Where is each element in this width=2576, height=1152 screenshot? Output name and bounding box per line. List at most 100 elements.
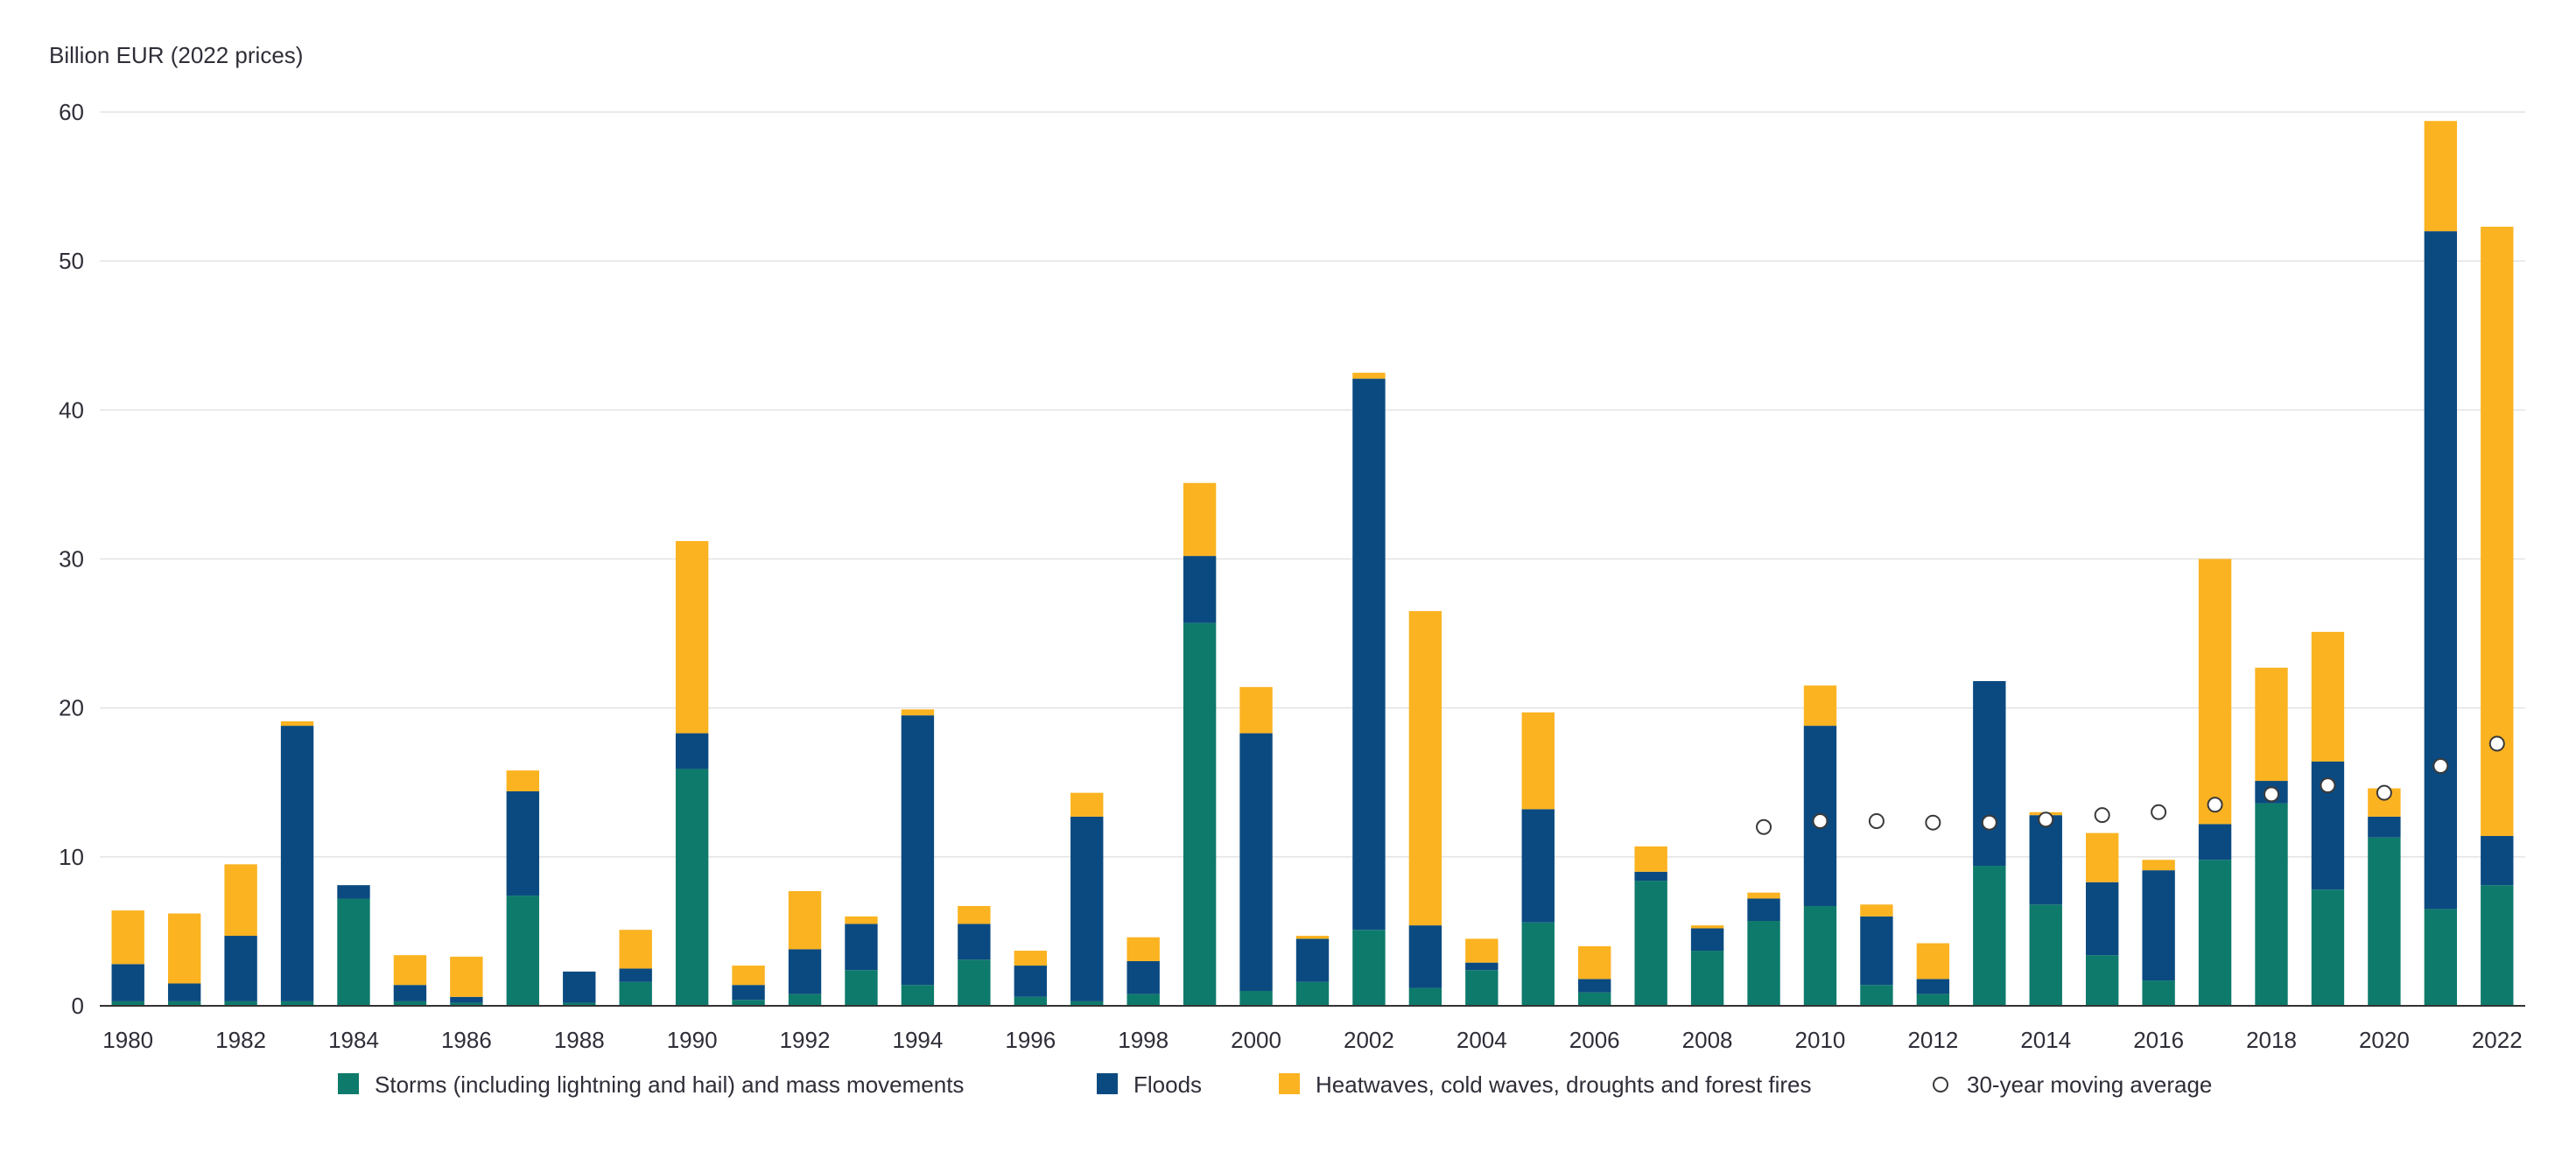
bar-segment: [1239, 733, 1273, 991]
bar-segment: [845, 970, 878, 1006]
bar-segment: [845, 916, 878, 924]
bar-segment: [1803, 905, 1837, 1006]
moving-average-point: [2432, 758, 2449, 775]
bar-segment: [280, 726, 314, 1001]
bar-segment: [2481, 885, 2514, 1006]
moving-average-point: [1756, 818, 1772, 835]
bar-segment: [224, 1001, 257, 1006]
bar-segment: [619, 968, 652, 982]
bar-segment: [280, 1001, 314, 1006]
y-tick-label: 60: [59, 99, 84, 125]
x-axis-ticks: 1980 1982 1984 1986 1988 1990 1992 1994 1996 1998…: [102, 1027, 2522, 1053]
x-tick-label: 2022: [2472, 1027, 2523, 1053]
y-tick-label: 40: [59, 397, 84, 423]
bar-segment: [337, 885, 370, 899]
moving-average-point: [2151, 804, 2167, 820]
bar-segment: [2311, 631, 2345, 762]
bar-segment: [1747, 892, 1780, 899]
x-tick-label: 2020: [2359, 1027, 2410, 1053]
bar-segment: [1352, 372, 1386, 379]
x-tick-label: 1988: [554, 1027, 605, 1053]
bar-segment: [1634, 871, 1667, 882]
bar-segment: [450, 996, 483, 1003]
bar-segment: [167, 1001, 201, 1006]
bar-segment: [1014, 951, 1047, 966]
moving-average-points: [1756, 735, 2505, 835]
bar-segment: [1295, 936, 1330, 939]
bar-segment: [2198, 558, 2232, 825]
bar-segment: [788, 994, 822, 1006]
bar-segment: [1295, 981, 1330, 1006]
bar-segment: [1578, 979, 1611, 993]
bar-segment: [732, 985, 765, 1001]
bar-segment: [2029, 815, 2062, 905]
bar-segment: [1183, 556, 1217, 623]
bar-segment: [1352, 930, 1386, 1006]
bar-segment: [1916, 994, 1950, 1006]
y-tick-label: 0: [72, 993, 84, 1019]
bar-segment: [1127, 960, 1160, 994]
bar-segment: [958, 959, 991, 1006]
bar-segment: [619, 930, 652, 969]
bar-segment: [1634, 881, 1667, 1006]
bar-segment: [1183, 622, 1217, 1006]
bar-segment: [2424, 121, 2458, 232]
bar-segment: [675, 769, 709, 1006]
bar-segment: [1521, 922, 1555, 1006]
bar-segment: [1408, 611, 1442, 926]
legend-swatch: [338, 1073, 359, 1094]
bar-segment: [1183, 482, 1217, 557]
x-tick-label: 1990: [667, 1027, 718, 1053]
bar-segment: [675, 541, 709, 734]
bar-segment: [1916, 943, 1950, 980]
bar-segment: [1578, 992, 1611, 1006]
bar-segment: [901, 715, 935, 986]
bar-segment: [1127, 994, 1160, 1006]
bar-segment: [1690, 928, 1724, 952]
legend: Storms (including lightning and hail) an…: [338, 1071, 2212, 1098]
bar-segment: [1916, 979, 1950, 994]
bar-segment: [1239, 686, 1273, 734]
bar-segment: [280, 720, 314, 727]
bar-segment: [167, 913, 201, 984]
y-axis-ticks: 0 10 20 30 40 50 60: [59, 99, 84, 1019]
bar-segment: [167, 983, 201, 1001]
bar-segment: [675, 733, 709, 769]
bar-segment: [2424, 909, 2458, 1006]
bar-segment: [1747, 898, 1780, 922]
bar-segment: [506, 790, 540, 896]
bar-segment: [2255, 803, 2288, 1006]
bar-segment: [2255, 667, 2288, 782]
bar-segment: [1127, 937, 1160, 961]
bar-segment: [1408, 925, 1442, 988]
bar-segment: [2368, 837, 2401, 1006]
bar-segment: [1860, 916, 1893, 986]
bar-segment: [1239, 990, 1273, 1006]
bar-segment: [1465, 962, 1499, 971]
x-tick-label: 1986: [441, 1027, 492, 1053]
bar-segment: [2142, 870, 2175, 981]
x-tick-label: 2016: [2133, 1027, 2184, 1053]
bar-segment: [506, 770, 540, 791]
bar-segment: [788, 949, 822, 994]
bar-segment: [563, 1002, 596, 1006]
x-tick-label: 2010: [1795, 1027, 1846, 1053]
bar-segment: [111, 1001, 144, 1006]
moving-average-point: [1981, 814, 1997, 831]
bar-segment: [450, 956, 483, 997]
x-tick-label: 2012: [1907, 1027, 1958, 1053]
bar-segment: [1860, 985, 1893, 1006]
moving-average-point: [1812, 812, 1828, 829]
x-tick-label: 1996: [1005, 1027, 1056, 1053]
bar-segment: [2311, 889, 2345, 1006]
bar-segment: [901, 985, 935, 1006]
bar-segment: [2198, 860, 2232, 1006]
legend-label: Floods: [1134, 1071, 1202, 1098]
x-tick-label: 1994: [892, 1027, 943, 1053]
moving-average-point: [2207, 797, 2223, 813]
bar-segment: [1521, 809, 1555, 923]
bar-segment: [506, 896, 540, 1006]
bar-segment: [1690, 951, 1724, 1006]
bar-segment: [2198, 824, 2232, 860]
bar-segment: [2085, 882, 2119, 956]
